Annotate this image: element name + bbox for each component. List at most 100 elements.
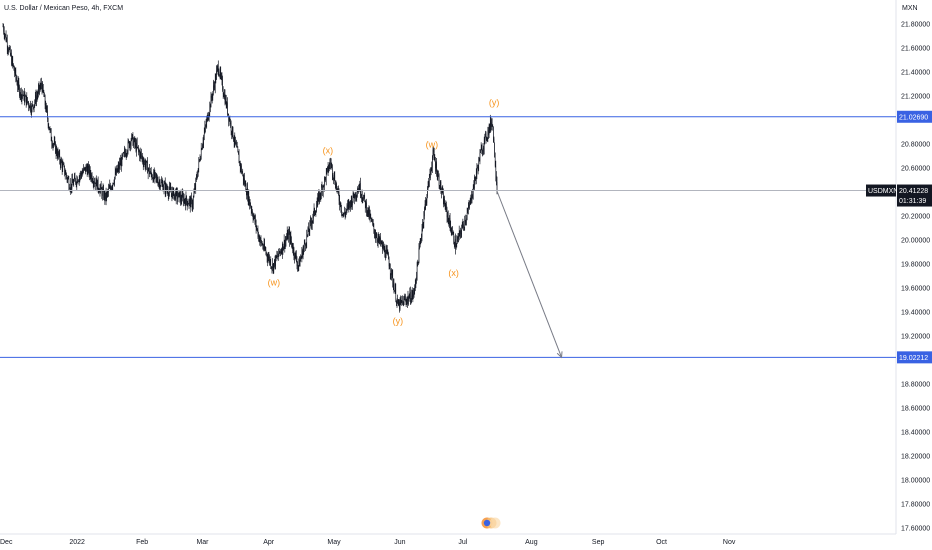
candle — [195, 177, 197, 194]
candle — [383, 241, 384, 251]
candle — [195, 174, 197, 183]
candle — [313, 210, 314, 224]
candle — [89, 164, 90, 181]
candle — [125, 148, 126, 157]
candle — [178, 192, 180, 198]
candle — [425, 197, 427, 210]
candle — [355, 194, 357, 201]
candle — [153, 169, 154, 183]
candle — [92, 176, 94, 188]
wave-label[interactable]: (y) — [489, 98, 500, 108]
candle — [455, 233, 456, 255]
candle — [130, 137, 132, 150]
candle — [72, 179, 74, 186]
candle — [306, 229, 308, 248]
candle — [286, 233, 287, 241]
candle — [30, 100, 31, 113]
candle — [194, 183, 195, 194]
candle — [279, 250, 281, 257]
projection-arrow-line[interactable] — [496, 191, 563, 358]
candle — [333, 177, 334, 185]
candle — [75, 181, 77, 188]
candle — [124, 147, 126, 158]
candle — [426, 193, 428, 206]
candle — [271, 266, 273, 274]
candle — [269, 254, 270, 266]
candle — [2, 23, 4, 28]
wave-label[interactable]: (x) — [323, 146, 334, 156]
current-price-value: 20.41228 — [899, 188, 928, 195]
candle — [417, 259, 419, 267]
candle — [70, 178, 72, 195]
candle — [245, 180, 247, 192]
candle — [109, 182, 111, 190]
candle — [138, 148, 140, 153]
candle — [394, 282, 396, 294]
candle — [389, 263, 391, 270]
candle — [3, 26, 5, 40]
candle — [145, 159, 147, 172]
candle — [392, 278, 394, 291]
candle — [403, 293, 405, 301]
candle — [330, 157, 331, 170]
candle — [64, 165, 65, 177]
price-scale[interactable]: MXN 21.80000 21.60000 21.40000 21.20000 20.8… — [901, 5, 930, 533]
candle — [344, 206, 345, 215]
wave-label[interactable]: (y) — [393, 316, 404, 326]
y-tick-label: 18.40000 — [901, 430, 930, 437]
candle — [203, 134, 205, 149]
candle — [366, 210, 368, 217]
candle — [268, 251, 270, 264]
candle — [161, 176, 162, 184]
candle — [386, 245, 388, 256]
candle — [91, 172, 93, 184]
candle — [449, 215, 450, 229]
candle — [318, 188, 320, 205]
candle — [475, 176, 477, 181]
candle — [256, 225, 258, 231]
candle — [64, 168, 66, 180]
candle — [189, 195, 190, 207]
candle — [50, 128, 52, 142]
candle — [59, 149, 61, 165]
candle — [69, 183, 70, 190]
candle — [231, 130, 233, 140]
candle — [67, 175, 69, 180]
candle — [3, 23, 4, 35]
candle — [216, 65, 218, 75]
candle — [231, 125, 233, 138]
candle — [270, 256, 272, 269]
candle — [32, 104, 34, 113]
candle — [326, 167, 328, 175]
time-scale[interactable]: Dec 2022 Feb Mar Apr May Jun Jul Aug Sep Oct Nov — [0, 539, 736, 546]
candle — [423, 211, 425, 229]
wave-label[interactable]: (x) — [448, 268, 459, 278]
candle — [57, 147, 59, 159]
candle — [253, 215, 255, 220]
candle — [490, 116, 492, 132]
candle — [328, 162, 330, 172]
wave-label[interactable]: (w) — [268, 278, 281, 288]
candle — [347, 198, 349, 210]
wave-label[interactable]: (w) — [426, 140, 439, 150]
candle — [55, 141, 56, 154]
candle — [469, 200, 470, 210]
candle — [383, 243, 385, 253]
candle — [335, 180, 337, 191]
y-tick-label: 19.40000 — [901, 310, 930, 317]
candle — [79, 172, 81, 183]
candle — [314, 207, 316, 217]
y-tick-label: 17.80000 — [901, 502, 930, 509]
candle — [456, 235, 458, 248]
candle — [137, 146, 139, 150]
candle — [369, 206, 370, 221]
candle — [206, 115, 208, 129]
candle — [76, 175, 78, 190]
candle — [277, 253, 279, 257]
timeframe-logo-icon[interactable] — [481, 517, 501, 529]
candle — [271, 266, 272, 270]
candle — [11, 49, 12, 67]
candle — [163, 184, 164, 192]
candle — [488, 127, 489, 140]
